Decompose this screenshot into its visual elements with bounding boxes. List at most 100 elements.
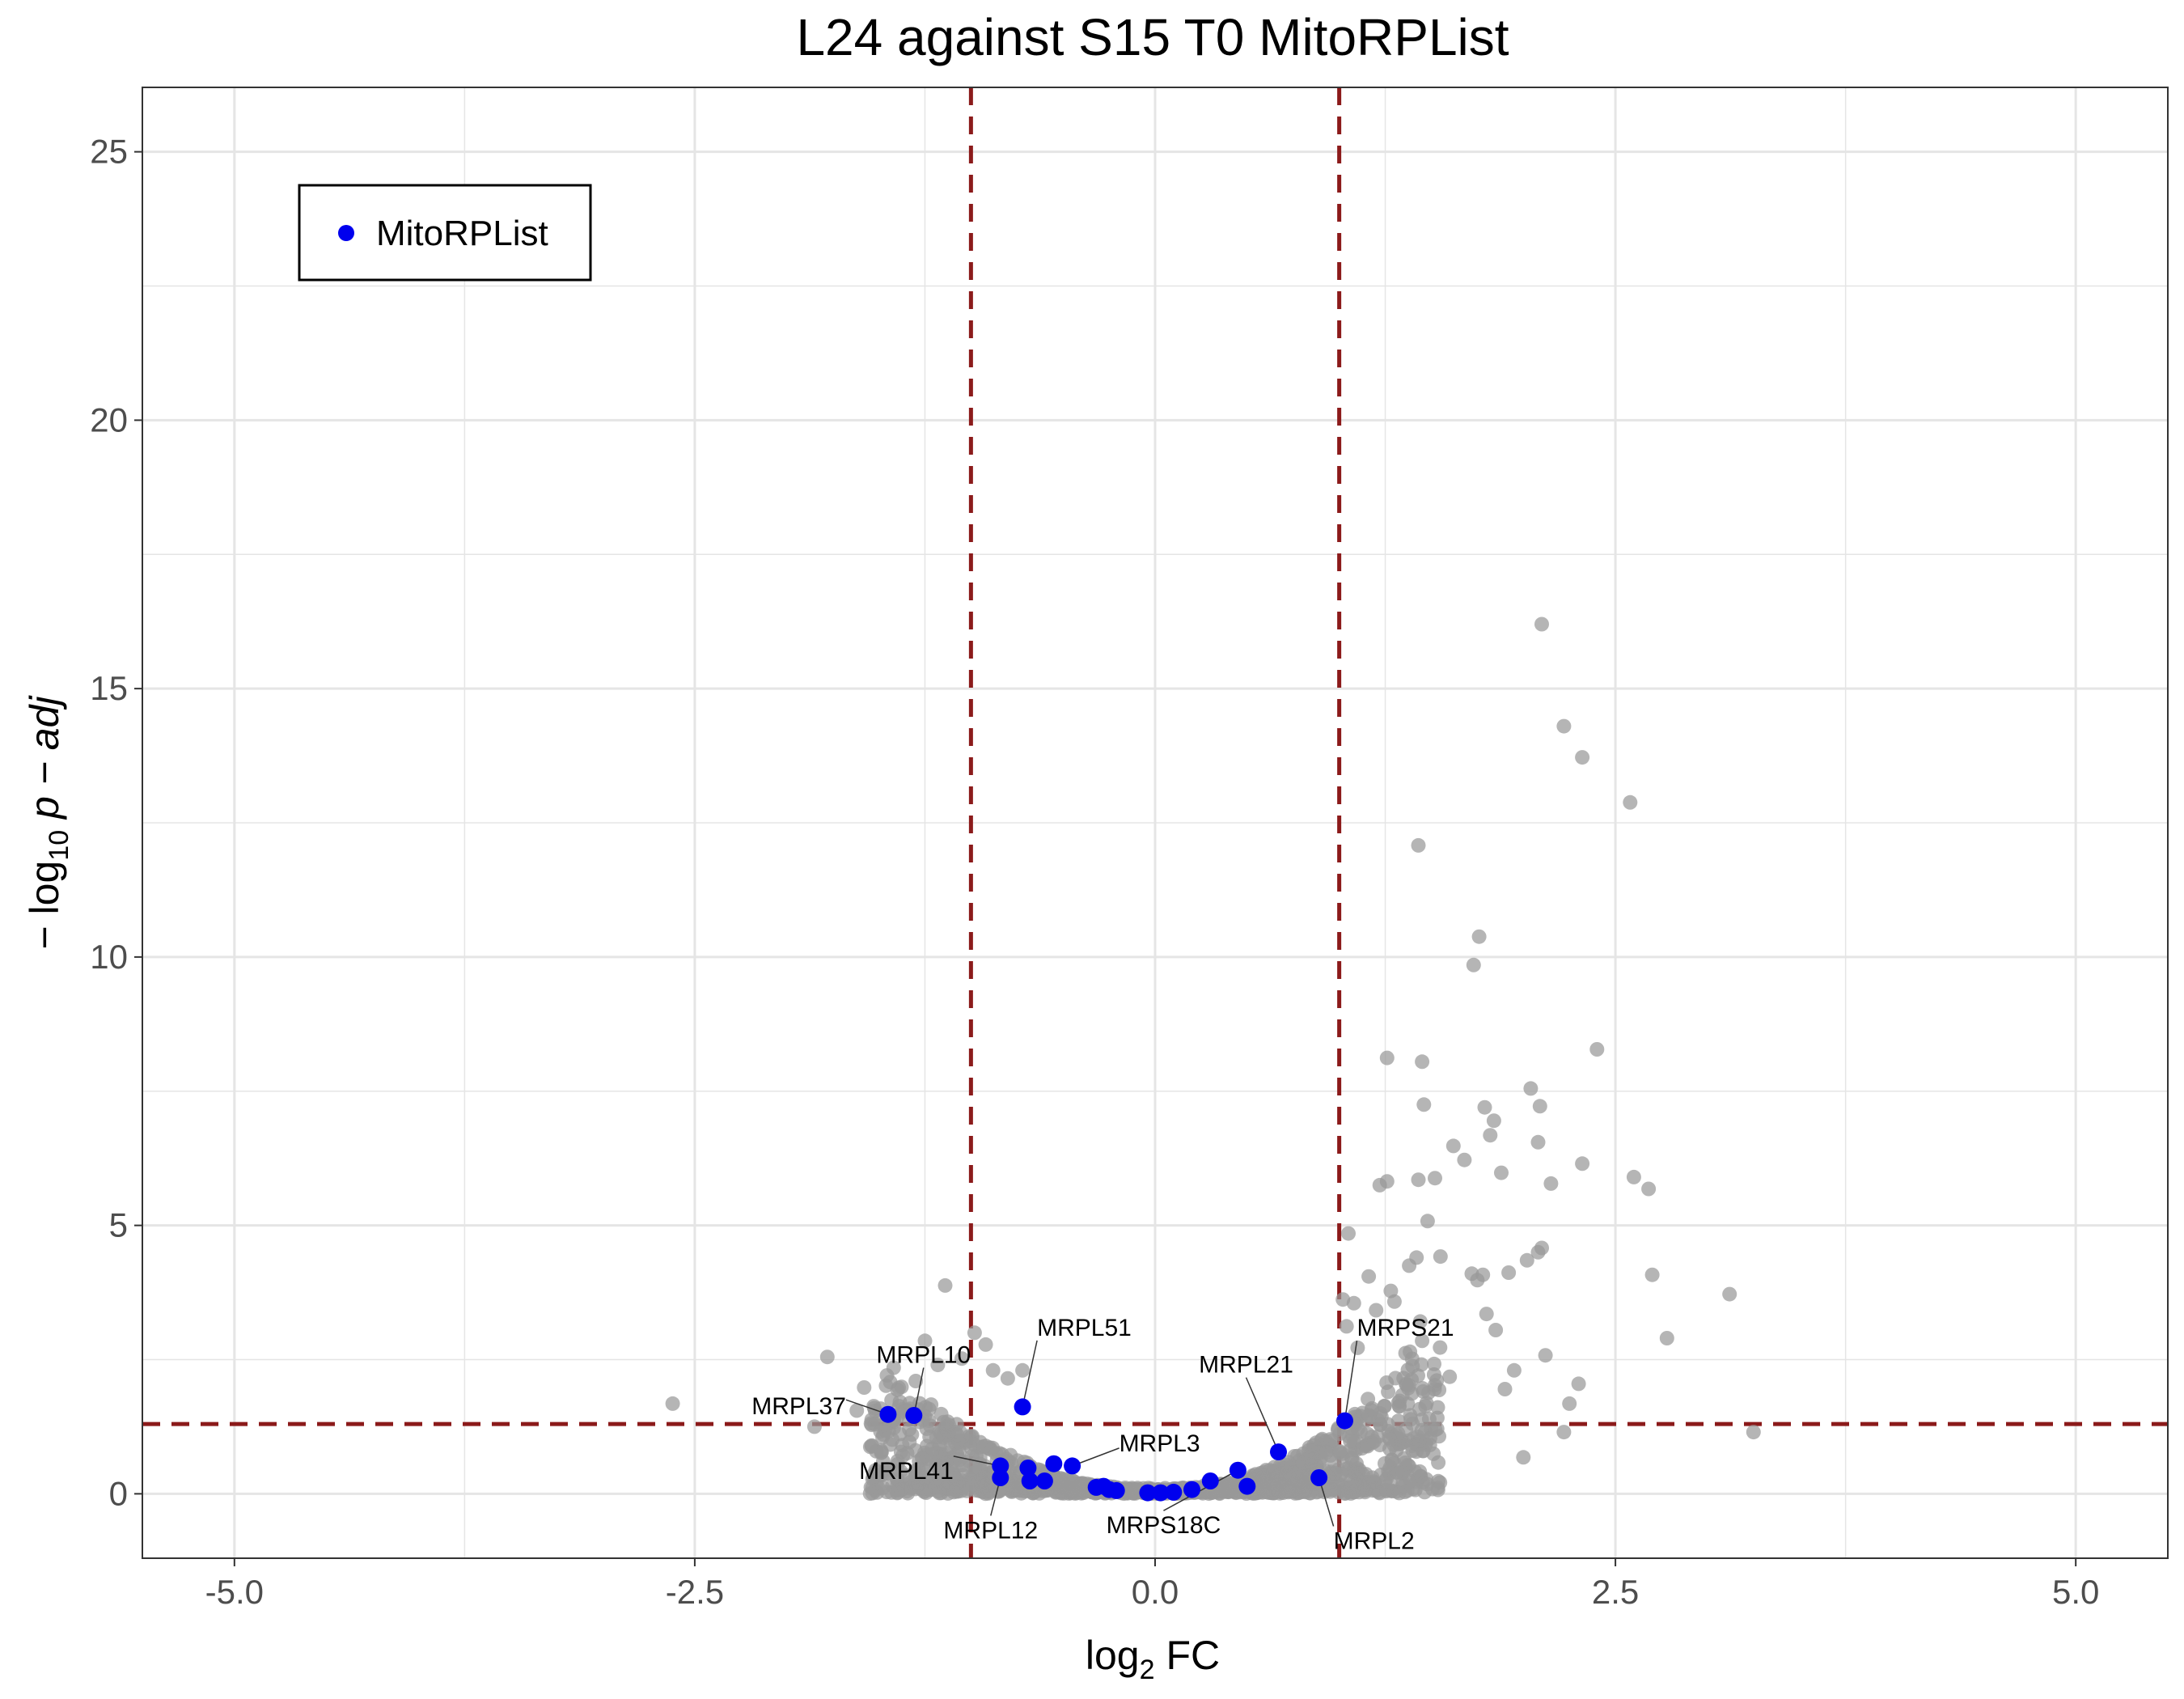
background-point <box>1494 1165 1509 1180</box>
background-point <box>1379 1174 1395 1189</box>
background-point <box>1623 794 1638 810</box>
background-point <box>1644 1267 1660 1282</box>
background-point <box>1433 1340 1448 1355</box>
background-point <box>1343 1434 1358 1448</box>
background-point <box>875 1480 891 1495</box>
legend-key-point <box>338 225 354 241</box>
mitorplist-point <box>1035 1472 1053 1489</box>
background-point <box>1506 1362 1522 1378</box>
gene-label-leader <box>1022 1340 1038 1408</box>
background-point <box>1332 1444 1348 1459</box>
mitorplist-point <box>1310 1469 1328 1486</box>
background-point <box>1431 1455 1446 1470</box>
background-point <box>1626 1169 1641 1184</box>
mitorplist-point <box>1107 1481 1125 1499</box>
background-point <box>1722 1286 1737 1302</box>
background-point <box>917 1470 933 1485</box>
background-point <box>1538 1348 1553 1363</box>
x-tick-label: -2.5 <box>666 1573 724 1611</box>
background-point <box>1430 1400 1445 1415</box>
background-point <box>1477 1099 1492 1115</box>
background-point <box>1373 1417 1388 1433</box>
background-point <box>878 1378 894 1393</box>
background-point <box>922 1418 938 1434</box>
background-point <box>1339 1319 1354 1334</box>
mitorplist-point <box>1152 1484 1170 1502</box>
gene-label: MRPL3 <box>1120 1430 1200 1457</box>
background-point <box>1334 1467 1348 1482</box>
background-point <box>1361 1408 1377 1423</box>
chart-title: L24 against S15 T0 MitoRPList <box>796 8 1509 66</box>
background-point <box>1445 1138 1461 1154</box>
background-point <box>1378 1473 1393 1489</box>
background-point <box>1406 1430 1421 1446</box>
background-point <box>978 1337 993 1352</box>
background-point <box>1411 837 1426 853</box>
mitorplist-point <box>1165 1483 1183 1501</box>
background-point <box>939 1481 954 1496</box>
gene-label-leader <box>1245 1377 1280 1452</box>
background-point <box>857 1380 872 1395</box>
background-point <box>884 1392 899 1408</box>
background-point <box>1562 1396 1577 1411</box>
background-point <box>1488 1323 1504 1337</box>
background-point <box>1523 1081 1539 1096</box>
background-point <box>1479 1307 1494 1322</box>
background-point <box>1318 1444 1334 1460</box>
background-point <box>1391 1485 1407 1501</box>
background-point <box>1302 1451 1317 1466</box>
background-point <box>938 1277 953 1293</box>
mitorplist-point <box>1014 1398 1031 1416</box>
legend-label: MitoRPList <box>376 214 548 253</box>
background-point <box>1659 1331 1674 1345</box>
background-point <box>967 1460 983 1474</box>
gene-label: MRPL10 <box>876 1342 971 1369</box>
y-tick-label: 0 <box>109 1474 128 1512</box>
background-point <box>1009 1474 1024 1489</box>
mitorplist-point <box>1238 1477 1256 1495</box>
background-point <box>1350 1340 1365 1355</box>
x-axis-title: log2 FC <box>1086 1633 1220 1685</box>
background-point <box>924 1397 939 1413</box>
background-point <box>967 1325 982 1341</box>
background-point <box>1457 1152 1472 1167</box>
y-tick-label: 25 <box>90 133 128 171</box>
background-point <box>1532 1099 1547 1114</box>
background-point <box>1415 1381 1430 1396</box>
background-point <box>1275 1466 1290 1481</box>
background-point <box>1398 1345 1413 1361</box>
y-axis-title: − log10 p − adj <box>22 695 74 950</box>
mitorplist-point <box>992 1457 1009 1475</box>
background-point <box>1429 1410 1445 1426</box>
gene-label: MRPL41 <box>859 1458 954 1485</box>
background-point <box>1297 1484 1312 1498</box>
background-point <box>1058 1485 1073 1499</box>
background-point <box>925 1441 940 1456</box>
background-point <box>872 1468 887 1483</box>
mitorplist-point <box>992 1469 1009 1486</box>
gene-label: MRPL21 <box>1199 1352 1293 1379</box>
background-point <box>1327 1455 1342 1471</box>
gene-label: MRPL37 <box>751 1393 846 1420</box>
background-point <box>954 1351 969 1366</box>
background-point <box>849 1403 865 1418</box>
background-point <box>1323 1484 1338 1499</box>
gene-label: MRPL12 <box>943 1517 1038 1544</box>
mitorplist-points <box>879 1398 1353 1502</box>
background-point <box>891 1380 907 1396</box>
mitorplist-point <box>879 1405 897 1423</box>
background-point <box>985 1362 1001 1378</box>
background-point <box>1429 1373 1445 1388</box>
background-point <box>665 1396 680 1411</box>
y-tick-label: 5 <box>109 1206 128 1244</box>
mitorplist-point <box>1229 1461 1246 1479</box>
background-point <box>1433 1249 1448 1265</box>
y-axis-ticks: 0 5 10 15 20 25 <box>90 133 142 1512</box>
background-point <box>1415 1054 1430 1070</box>
y-tick-label: 10 <box>90 938 128 976</box>
background-point <box>1361 1269 1377 1284</box>
gene-label: MRPL2 <box>1334 1527 1415 1554</box>
gene-labels: MRPL37 MRPL10 MRPL51 MRPL3 MRPL41 MRPL12 MRPS1… <box>751 1315 1454 1555</box>
background-point <box>1412 1314 1428 1329</box>
background-point <box>1341 1226 1356 1241</box>
